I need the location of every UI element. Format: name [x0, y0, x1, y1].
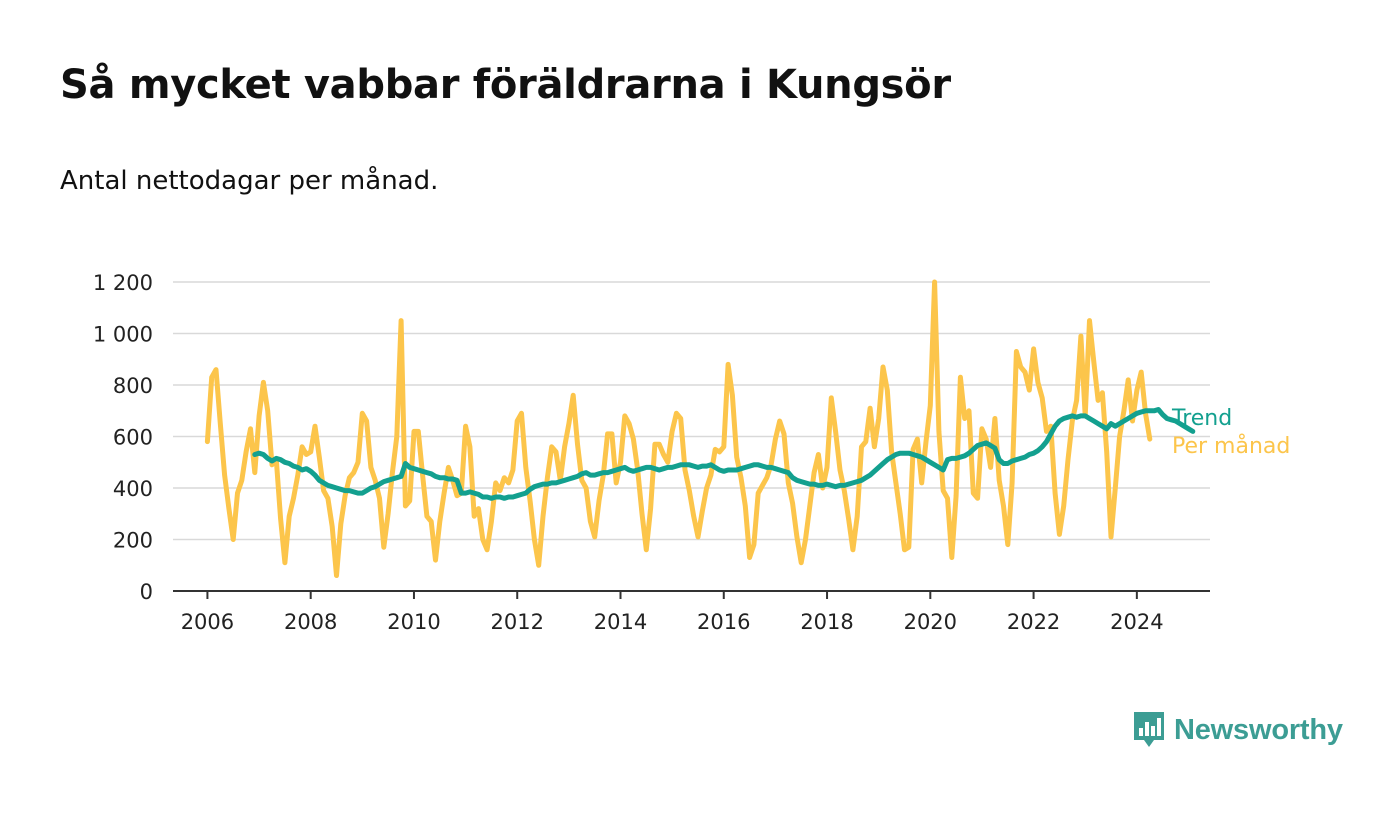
y-tick-label: 1 200 — [93, 271, 153, 295]
y-tick-label: 0 — [140, 580, 153, 604]
x-tick-label: 2022 — [1007, 610, 1060, 634]
chart-title: Så mycket vabbar föräldrarna i Kungsör — [60, 62, 951, 108]
x-tick-label: 2014 — [594, 610, 647, 634]
x-tick-label: 2024 — [1110, 610, 1163, 634]
series-label-trend: Trend — [1171, 406, 1232, 431]
series-line-per-manad — [204, 279, 1153, 578]
bar-chart-speech-bubble-icon — [1134, 712, 1164, 747]
y-tick-label: 400 — [113, 477, 153, 501]
y-tick-label: 200 — [113, 529, 153, 553]
x-tick-label: 2020 — [904, 610, 957, 634]
y-tick-label: 1 000 — [93, 323, 153, 347]
chart-subtitle: Antal nettodagar per månad. — [60, 166, 439, 196]
x-axis-tick-labels: 2006 2008 2010 2012 2014 2016 2018 2020 2022 2024 — [181, 610, 1164, 634]
x-tick-label: 2016 — [697, 610, 750, 634]
series-line-trend — [252, 407, 1196, 501]
x-tick-label: 2018 — [800, 610, 853, 634]
x-tick-label: 2012 — [491, 610, 544, 634]
x-tick-label: 2006 — [181, 610, 234, 634]
brand-name: Newsworthy — [1174, 713, 1343, 746]
y-axis-tick-labels: 0 200 400 600 800 1 000 1 200 — [93, 271, 153, 604]
x-tick-label: 2010 — [387, 610, 440, 634]
series-label-per-manad: Per månad — [1172, 433, 1290, 459]
x-axis-ticks — [206, 591, 1138, 599]
x-tick-label: 2008 — [284, 610, 337, 634]
brand-logo: Newsworthy — [1132, 710, 1343, 750]
y-tick-label: 800 — [113, 374, 153, 398]
y-tick-label: 600 — [113, 426, 153, 450]
